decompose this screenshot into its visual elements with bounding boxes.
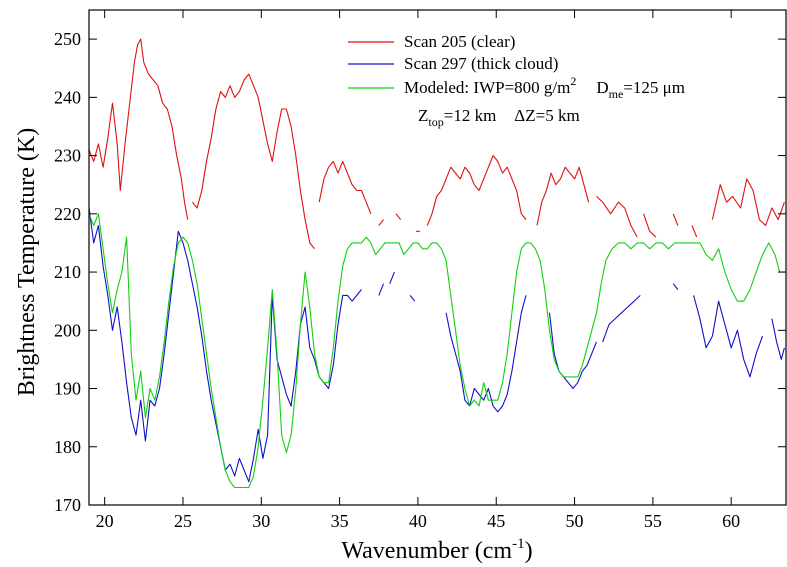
y-axis-title: Brightness Temperature (K) bbox=[14, 128, 40, 396]
series-layer bbox=[88, 38, 785, 489]
series-line-segment bbox=[88, 213, 785, 489]
series-line-segment bbox=[771, 318, 785, 360]
series-line-segment bbox=[596, 195, 638, 238]
x-tick-label: 55 bbox=[644, 511, 662, 531]
legend-label-modeled: Modeled: IWP=800 g/m2 Dme=125 μm bbox=[404, 74, 685, 101]
y-tick-label: 250 bbox=[54, 29, 81, 49]
series-line-segment bbox=[426, 155, 527, 226]
x-tick-label: 40 bbox=[409, 511, 427, 531]
y-tick-label: 190 bbox=[54, 379, 81, 399]
series-line-segment bbox=[88, 38, 189, 220]
plot-frame bbox=[88, 9, 787, 506]
y-tick-label: 230 bbox=[54, 146, 81, 166]
x-tick-label: 60 bbox=[722, 511, 740, 531]
series-1 bbox=[88, 207, 785, 483]
series-line-segment bbox=[693, 295, 764, 378]
legend-iwp-unit-superscript: 2 bbox=[570, 74, 576, 88]
series-line-segment bbox=[191, 73, 315, 250]
x-axis-title: Wavenumber (cm-1) bbox=[341, 536, 532, 564]
series-line-segment bbox=[672, 283, 679, 290]
series-line-segment bbox=[378, 219, 384, 226]
series-line-segment bbox=[711, 178, 785, 227]
y-tick-label: 180 bbox=[54, 437, 81, 457]
legend-label-scan297: Scan 297 (thick cloud) bbox=[404, 54, 558, 73]
x-tick-label: 25 bbox=[174, 511, 192, 531]
series-0 bbox=[88, 38, 785, 250]
y-tick-label: 170 bbox=[54, 495, 81, 515]
x-axis-unit-close: ) bbox=[525, 538, 533, 564]
series-line-segment bbox=[389, 271, 395, 284]
x-tick-label: 20 bbox=[96, 511, 114, 531]
legend-dme-subscript: me bbox=[609, 87, 624, 101]
x-axis-unit-superscript: -1 bbox=[512, 536, 525, 552]
series-line-segment bbox=[395, 213, 402, 220]
legend: Scan 205 (clear) Scan 297 (thick cloud) … bbox=[348, 32, 685, 129]
series-line-segment bbox=[642, 213, 657, 238]
y-tick-label: 240 bbox=[54, 87, 81, 107]
cloud-thickness-label: ΔZ=5 km bbox=[514, 106, 579, 125]
ticks-layer: 20 25 30 35 40 45 50 55 60 170 180 190 200 210 220 230 2… bbox=[54, 10, 786, 531]
legend-dme-symbol: D bbox=[596, 78, 608, 97]
series-line-segment bbox=[602, 294, 641, 343]
y-tick-label: 220 bbox=[54, 204, 81, 224]
series-line-segment bbox=[409, 295, 416, 302]
cloud-top-annotation: Ztop=12 km ΔZ=5 km bbox=[418, 106, 580, 129]
series-2 bbox=[88, 213, 785, 489]
series-line-segment bbox=[691, 225, 698, 238]
y-tick-label: 200 bbox=[54, 320, 81, 340]
x-tick-label: 50 bbox=[566, 511, 584, 531]
x-tick-label: 30 bbox=[252, 511, 270, 531]
series-line-segment bbox=[445, 295, 527, 413]
series-line-segment bbox=[548, 312, 598, 390]
series-line-segment bbox=[536, 166, 590, 226]
series-line-segment bbox=[318, 160, 372, 215]
x-tick-label: 35 bbox=[331, 511, 349, 531]
ztop-subscript: top bbox=[428, 115, 443, 129]
legend-dme-value: =125 μm bbox=[623, 78, 685, 97]
y-tick-label: 210 bbox=[54, 262, 81, 282]
series-line-segment bbox=[672, 213, 679, 226]
ztop-value: =12 km bbox=[444, 106, 497, 125]
series-line-segment bbox=[88, 207, 362, 483]
x-tick-label: 45 bbox=[487, 511, 505, 531]
series-line-segment bbox=[378, 283, 385, 296]
legend-label-scan205: Scan 205 (clear) bbox=[404, 32, 515, 51]
